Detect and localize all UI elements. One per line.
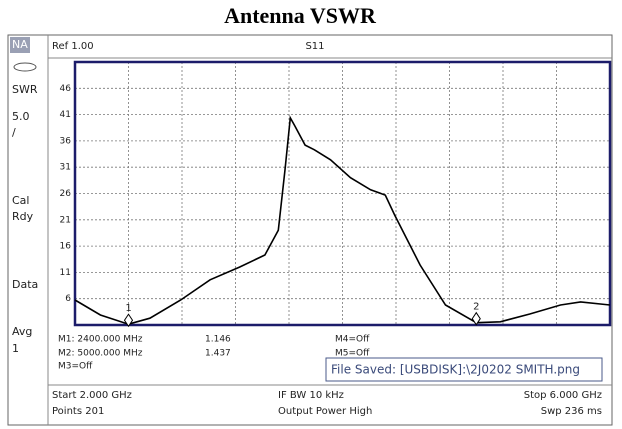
footer-label: Stop 6.000 GHz	[524, 390, 602, 401]
sidebar-label: /	[12, 126, 16, 139]
file-saved-box	[325, 357, 603, 382]
ref-label: Ref 1.00	[52, 41, 94, 52]
footer-label: Output Power High	[278, 406, 372, 417]
trace-label: S11	[305, 41, 324, 52]
file-saved: File Saved: [USBDISK]:\2J0202 SMITH.png	[331, 363, 580, 377]
marker-label: 1	[125, 303, 131, 314]
y-tick-label: 16	[60, 242, 72, 252]
sidebar-label: SWR	[12, 83, 38, 96]
footer-label: Swp 236 ms	[541, 406, 602, 417]
y-tick-label: 6	[65, 294, 71, 304]
marker-label: 2	[473, 302, 479, 313]
marker-row: M1: 2400.000 MHz	[58, 335, 143, 345]
marker-row: M3=Off	[58, 362, 93, 372]
sidebar-label: 1	[12, 342, 19, 355]
sidebar-label: NA	[12, 38, 28, 51]
sweep-icon	[13, 62, 37, 72]
sidebar-label: Cal	[12, 194, 29, 207]
marker	[123, 313, 134, 328]
trace-line	[74, 115, 611, 326]
y-tick-label: 31	[60, 163, 71, 173]
mode-highlight	[10, 37, 30, 53]
sidebar-label: Data	[12, 278, 38, 291]
marker-value: 1.437	[205, 349, 231, 359]
footer-label: Start 2.000 GHz	[52, 390, 132, 401]
footer-label: IF BW 10 kHz	[278, 390, 344, 401]
y-tick-label: 36	[60, 136, 72, 146]
footer-label: Points 201	[52, 406, 104, 417]
marker-row: M2: 5000.000 MHz	[58, 349, 143, 359]
y-tick-label: 26	[60, 189, 72, 199]
marker-row: M5=Off	[335, 349, 370, 359]
marker	[471, 311, 481, 326]
chart-title: Antenna VSWR	[224, 3, 377, 28]
y-tick-label: 46	[60, 84, 72, 94]
marker-value: 1.146	[205, 335, 231, 345]
sidebar-label: Rdy	[12, 210, 34, 223]
y-tick-label: 21	[60, 215, 71, 225]
marker-row: M4=Off	[335, 335, 370, 345]
y-tick-label: 41	[60, 110, 71, 120]
y-tick-label: 11	[60, 268, 71, 278]
sidebar-label: Avg	[12, 325, 32, 338]
plot-frame	[73, 60, 612, 327]
sidebar-label: 5.0	[12, 110, 30, 123]
